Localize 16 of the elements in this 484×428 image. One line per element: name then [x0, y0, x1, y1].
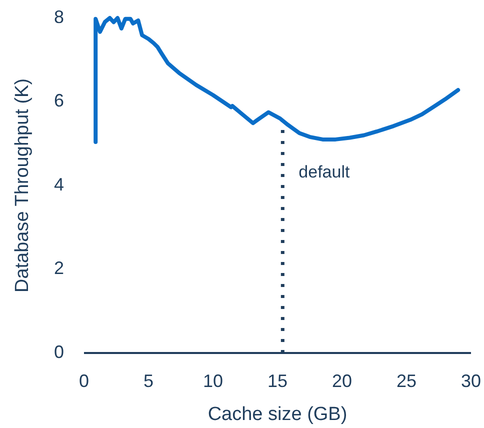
- x-tick-label: 25: [396, 371, 417, 391]
- y-axis-title: Database Throughput (K): [12, 78, 33, 293]
- y-tick-label: 0: [54, 342, 64, 362]
- x-tick-label: 0: [78, 371, 90, 391]
- y-tick-label: 4: [54, 174, 64, 194]
- x-tick-label: 30: [460, 371, 482, 391]
- ref-line-label: default: [298, 162, 350, 182]
- x-tick-label: 5: [143, 371, 154, 391]
- y-tick-label: 8: [54, 6, 64, 27]
- x-tick-label: 20: [332, 371, 352, 391]
- x-axis-title: Cache size (GB): [208, 404, 348, 425]
- y-tick-label: 2: [54, 258, 64, 278]
- x-tick-label: 15: [267, 371, 288, 391]
- line-series: [94, 16, 460, 144]
- x-tick-label: 10: [202, 371, 224, 391]
- y-tick-label: 6: [54, 90, 64, 110]
